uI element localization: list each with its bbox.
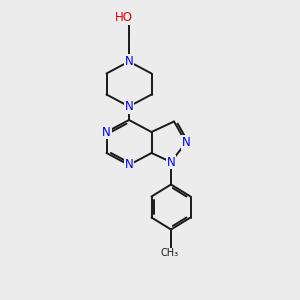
Text: N: N: [182, 136, 190, 149]
Text: CH₃: CH₃: [160, 248, 178, 259]
Text: N: N: [167, 155, 176, 169]
Text: N: N: [124, 55, 134, 68]
Text: N: N: [124, 158, 134, 172]
Text: HO: HO: [115, 11, 133, 24]
Text: N: N: [102, 125, 111, 139]
Text: N: N: [124, 100, 134, 113]
